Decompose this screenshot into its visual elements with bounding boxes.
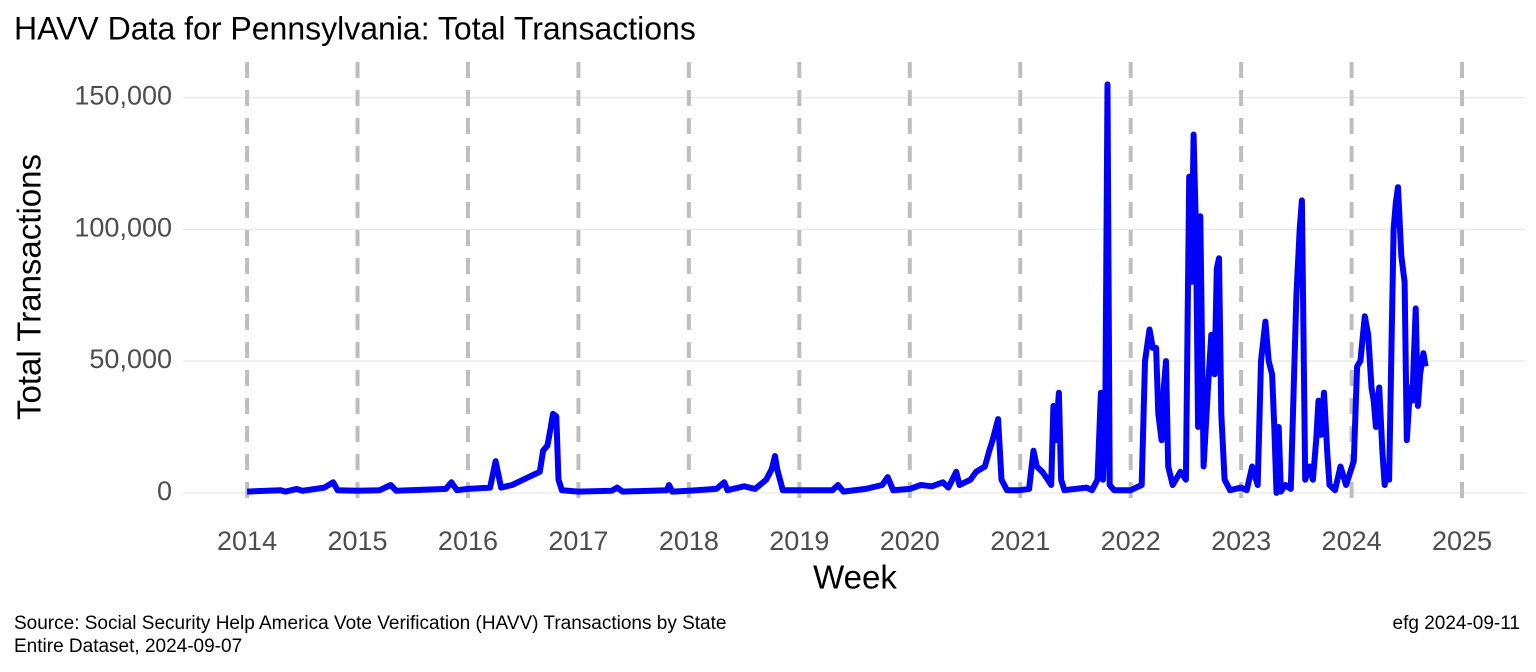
y-tick-label: 0: [157, 476, 172, 506]
caption: efg 2024-09-11: [1393, 613, 1520, 634]
y-axis-title: Total Transactions: [11, 154, 48, 420]
x-tick-label: 2020: [880, 526, 940, 556]
caption: Source: Social Security Help America Vot…: [14, 613, 726, 634]
data-line: [246, 81, 1429, 496]
x-tick-label: 2018: [659, 526, 719, 556]
y-tick-label: 50,000: [89, 344, 172, 374]
x-axis-title: Week: [813, 559, 897, 596]
x-tick-label: 2025: [1432, 526, 1492, 556]
x-tick-label: 2014: [217, 526, 277, 556]
x-tick-label: 2017: [548, 526, 608, 556]
x-tick-label: 2016: [438, 526, 498, 556]
caption: Entire Dataset, 2024-09-07: [14, 636, 242, 657]
y-tick-label: 100,000: [74, 212, 172, 242]
x-tick-label: 2024: [1322, 526, 1382, 556]
x-tick-label: 2022: [1101, 526, 1161, 556]
chart-title: HAVV Data for Pennsylvania: Total Transa…: [14, 10, 696, 46]
x-tick-label: 2019: [769, 526, 829, 556]
y-tick-label: 150,000: [74, 81, 172, 111]
x-tick-label: 2015: [327, 526, 387, 556]
x-tick-label: 2023: [1211, 526, 1271, 556]
x-tick-label: 2021: [990, 526, 1050, 556]
